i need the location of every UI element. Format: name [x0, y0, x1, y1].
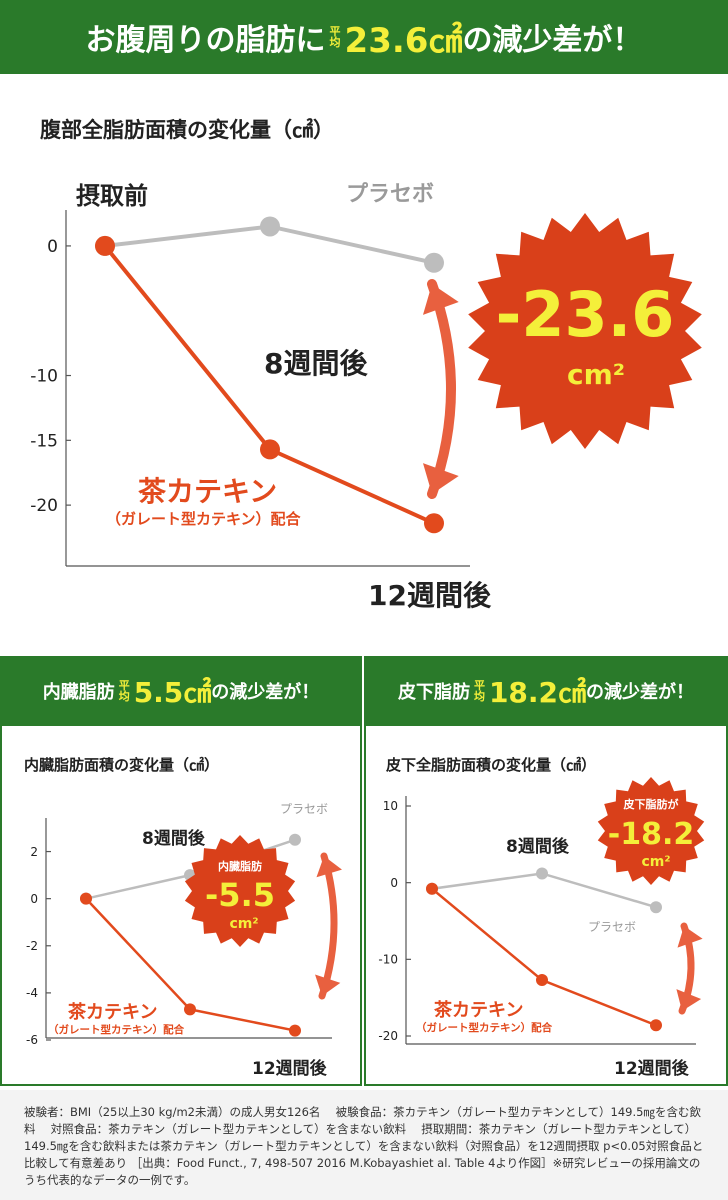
banner-value: 23.6㎠: [344, 20, 463, 61]
visceral-label-12weeks: 12週間後: [252, 1059, 327, 1079]
visceral-diff-arrow-head-top: [316, 856, 342, 878]
average-mark: 平 均: [330, 26, 341, 48]
subcutaneous-burst-top: 皮下脂肪が: [623, 797, 679, 811]
subcutaneous-diff-arrow-head-bottom: [676, 989, 702, 1011]
main-burst-unit: cm²: [567, 358, 625, 391]
catechin-point: [426, 882, 438, 895]
catechin-point: [289, 1024, 301, 1037]
avg-top: 平: [329, 25, 341, 38]
main-chart-title: 腹部全脂肪面積の変化量（㎠）: [40, 118, 334, 142]
label-start: 摂取前: [76, 182, 148, 210]
visceral-catechin-label: 茶カテキン: [68, 1002, 158, 1023]
visceral-banner-pre: 内臓脂肪: [42, 682, 115, 703]
subcutaneous-banner: 皮下脂肪 平 均 18.2㎠ の減少差が！: [366, 656, 726, 726]
visceral-burst-unit: cm²: [229, 916, 258, 932]
subcutaneous-banner-pre: 皮下脂肪: [397, 682, 470, 703]
visceral-burst-value: -5.5: [205, 876, 275, 914]
avg-bottom: 均: [329, 36, 341, 49]
y-tick-label: 0: [47, 237, 58, 257]
visceral-chart: 2 0 -2 -4 -6 内臓脂肪 -5.5 cm²: [26, 818, 342, 1047]
catechin-sublabel: （ガレート型カテキン）配合: [106, 510, 301, 528]
subcutaneous-burst-unit: cm²: [641, 854, 670, 870]
y-tick-label: -6: [26, 1033, 38, 1047]
visceral-banner: 内臓脂肪 平 均 5.5㎠ の減少差が！: [2, 656, 360, 726]
banner-pre: お腹周りの脂肪に: [85, 23, 326, 58]
main-diff-arrow-head-top: [422, 284, 459, 315]
footnote: 被験者：BMI（25以上30 kg/m2未満）の成人男女126名 被験食品：茶カ…: [24, 1105, 704, 1187]
subcutaneous-label-12weeks: 12週間後: [614, 1059, 689, 1079]
main-burst-value: -23.6: [496, 278, 675, 351]
subcutaneous-chart: 10 0 -10 -20 皮下脂肪が -18.2 cm²: [378, 777, 705, 1045]
y-tick-label: 0: [390, 876, 398, 890]
y-tick-label: -20: [30, 496, 58, 516]
visceral-burst: [184, 835, 296, 947]
placebo-point: [289, 833, 301, 846]
y-tick-label: -4: [26, 986, 38, 1000]
subcutaneous-catechin-label: 茶カテキン: [434, 1000, 524, 1021]
y-tick-label: 2: [30, 845, 38, 859]
subcutaneous-catechin-sublabel: （ガレート型カテキン）配合: [416, 1022, 553, 1034]
placebo-point: [260, 216, 280, 237]
catechin-point: [80, 892, 92, 905]
footnote-background: [0, 1090, 728, 1200]
main-diff-arrow-head-bottom: [422, 463, 459, 494]
catechin-point: [95, 235, 115, 256]
main-chart-area: 腹部全脂肪面積の変化量（㎠） 0 -10 -15 -20 -23.6 cm² 摂取前 プラ…: [0, 74, 728, 654]
subcutaneous-chart-title: 皮下全脂肪面積の変化量（㎠）: [386, 756, 597, 774]
label-12weeks: 12週間後: [368, 579, 491, 612]
visceral-chart-title: 内臓脂肪面積の変化量（㎠）: [24, 756, 220, 774]
average-mark: 平 均: [119, 680, 130, 702]
subcutaneous-placebo-label: プラセボ: [588, 920, 637, 934]
y-tick-label: -10: [378, 953, 398, 967]
avg-top: 平: [118, 679, 130, 692]
main-chart: 0 -10 -15 -20 -23.6 cm²: [30, 210, 702, 567]
catechin-point: [184, 1003, 196, 1016]
visceral-diff-arrow-shaft: [318, 852, 338, 1000]
visceral-label-8weeks: 8週間後: [142, 829, 205, 849]
label-8weeks: 8週間後: [264, 347, 368, 380]
visceral-banner-value: 5.5㎠: [133, 676, 212, 709]
visceral-catechin-sublabel: （ガレート型カテキン）配合: [48, 1024, 185, 1036]
subcutaneous-burst: [597, 777, 705, 885]
placebo-point: [650, 901, 662, 914]
visceral-panel: 内臓脂肪 平 均 5.5㎠ の減少差が！ 内臓脂肪面積の変化量（㎠） 2 0 -2 -…: [0, 656, 362, 1086]
avg-top: 平: [473, 679, 485, 692]
subcutaneous-banner-value: 18.2㎠: [488, 676, 587, 709]
subcutaneous-banner-post: の減少差が！: [586, 682, 695, 703]
placebo-point: [536, 867, 548, 880]
placebo-point: [424, 252, 444, 273]
visceral-diff-arrow-head-bottom: [315, 974, 341, 996]
y-tick-label: -2: [26, 939, 38, 953]
y-tick-label: -15: [30, 431, 58, 451]
visceral-banner-post: の減少差が！: [211, 682, 320, 703]
y-tick-label: -20: [378, 1029, 398, 1043]
subcutaneous-label-8weeks: 8週間後: [506, 837, 569, 857]
avg-bottom: 均: [473, 690, 485, 703]
main-diff-arrow-shaft: [427, 279, 456, 499]
catechin-point: [424, 513, 444, 534]
subcutaneous-burst-value: -18.2: [608, 817, 694, 852]
visceral-placebo-label: プラセボ: [280, 802, 329, 816]
placebo-label: プラセボ: [346, 182, 435, 207]
catechin-label: 茶カテキン: [138, 475, 278, 508]
catechin-point: [536, 974, 548, 987]
main-burst: [468, 213, 702, 449]
subcutaneous-diff-arrow-head-top: [677, 926, 703, 948]
subcutaneous-panel: 皮下脂肪 平 均 18.2㎠ の減少差が！ 皮下全脂肪面積の変化量（㎠） 10 0…: [364, 656, 728, 1086]
top-banner: お腹周りの脂肪に 平 均 23.6㎠ の減少差が！: [0, 0, 728, 74]
average-mark: 平 均: [474, 680, 485, 702]
avg-bottom: 均: [118, 690, 130, 703]
y-tick-label: -10: [30, 366, 58, 386]
banner-post: の減少差が！: [462, 23, 643, 58]
visceral-burst-top: 内臓脂肪: [218, 859, 262, 873]
catechin-point: [650, 1019, 662, 1032]
catechin-point: [260, 439, 280, 460]
y-tick-label: 0: [30, 892, 38, 906]
y-tick-label: 10: [383, 799, 398, 813]
